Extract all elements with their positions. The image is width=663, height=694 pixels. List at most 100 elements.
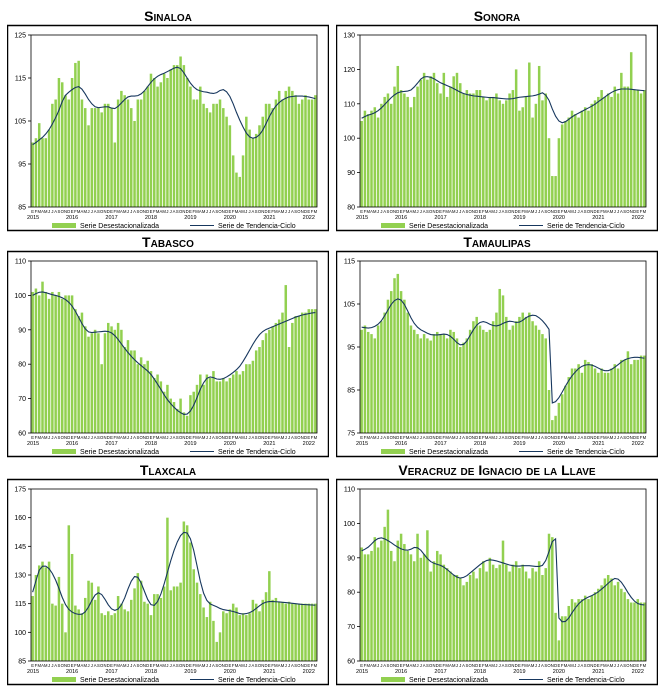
x-month-label: M bbox=[524, 435, 528, 440]
bar bbox=[70, 295, 74, 433]
x-month-label: M bbox=[564, 663, 568, 668]
x-month-label: F bbox=[521, 209, 524, 214]
bar bbox=[169, 69, 172, 208]
bar bbox=[403, 93, 406, 207]
plot-area-border bbox=[30, 260, 318, 434]
chart-panel-veracruz: Veracruz de Ignacio de la Llave 60 70 80 90… bbox=[336, 462, 658, 686]
bar bbox=[195, 384, 199, 433]
x-month-label: M bbox=[314, 209, 318, 214]
y-tick-label: 115 bbox=[15, 601, 26, 608]
x-month-label: M bbox=[83, 663, 87, 668]
x-month-label: M bbox=[491, 209, 495, 214]
x-month-label: A bbox=[81, 209, 84, 214]
x-year-label: 2015 bbox=[27, 441, 39, 447]
x-month-label: J bbox=[578, 435, 580, 440]
bar bbox=[287, 347, 291, 433]
bar bbox=[570, 368, 574, 433]
bar bbox=[462, 342, 465, 433]
y-tick-label: 70 bbox=[347, 624, 355, 631]
x-month-label: M bbox=[195, 435, 199, 440]
x-month-label: E bbox=[400, 663, 403, 668]
x-month-label: A bbox=[251, 663, 254, 668]
x-month-label: J bbox=[617, 663, 619, 668]
bar bbox=[54, 295, 57, 433]
bar bbox=[468, 575, 472, 661]
bar bbox=[366, 114, 370, 207]
bar bbox=[636, 599, 640, 661]
bar bbox=[373, 107, 377, 207]
x-month-label: O bbox=[390, 435, 394, 440]
x-month-label: N bbox=[472, 435, 475, 440]
x-month-label: O bbox=[626, 209, 630, 214]
x-year-label: 2017 bbox=[434, 441, 446, 447]
x-month-label: M bbox=[202, 209, 206, 214]
bar bbox=[264, 333, 268, 433]
bar bbox=[90, 108, 94, 207]
x-month-label: F bbox=[640, 209, 643, 214]
bar bbox=[551, 420, 554, 433]
x-month-label: J bbox=[48, 435, 50, 440]
bar bbox=[284, 603, 288, 661]
x-month-label: J bbox=[574, 663, 576, 668]
x-month-label: J bbox=[535, 435, 537, 440]
x-year-label: 2019 bbox=[513, 669, 525, 675]
x-month-label: N bbox=[222, 209, 225, 214]
bar bbox=[363, 110, 367, 207]
bar bbox=[149, 371, 153, 433]
bar bbox=[537, 65, 541, 208]
x-month-label: A bbox=[291, 209, 294, 214]
bar bbox=[271, 108, 274, 207]
x-month-label: F bbox=[35, 663, 38, 668]
bar bbox=[583, 359, 587, 433]
bar bbox=[389, 103, 393, 207]
bar bbox=[159, 597, 163, 661]
bar bbox=[485, 331, 488, 433]
bar bbox=[406, 312, 409, 433]
bar bbox=[218, 99, 222, 207]
chart-panel-tamaulipas: Tamaulipas 75 85 95 105 115 E F M A M J J A S O N D E F M A M… bbox=[336, 234, 658, 458]
x-month-label: M bbox=[241, 663, 245, 668]
x-month-label: F bbox=[482, 663, 485, 668]
bar bbox=[501, 540, 505, 661]
bar bbox=[370, 550, 373, 661]
x-month-label: O bbox=[179, 435, 183, 440]
bar bbox=[505, 564, 508, 661]
x-year-label: 2022 bbox=[632, 215, 644, 221]
x-month-label: S bbox=[255, 435, 258, 440]
bar bbox=[120, 90, 123, 207]
bar bbox=[139, 357, 143, 433]
bar bbox=[225, 613, 228, 661]
x-month-label: D bbox=[396, 209, 399, 214]
chart-frame bbox=[7, 250, 329, 458]
x-month-label: A bbox=[488, 435, 491, 440]
x-month-label: J bbox=[459, 209, 461, 214]
x-month-label: F bbox=[271, 435, 274, 440]
x-month-label: O bbox=[587, 663, 591, 668]
x-month-label: A bbox=[383, 663, 386, 668]
x-month-label: N bbox=[103, 663, 106, 668]
x-month-label: D bbox=[107, 209, 110, 214]
x-month-label: F bbox=[153, 435, 156, 440]
x-month-label: J bbox=[91, 663, 93, 668]
bar bbox=[606, 575, 610, 661]
x-month-label: D bbox=[436, 435, 439, 440]
x-month-label: M bbox=[44, 209, 48, 214]
x-month-label: M bbox=[643, 663, 647, 668]
bar bbox=[225, 116, 228, 207]
x-month-label: A bbox=[238, 435, 241, 440]
bar bbox=[74, 309, 77, 433]
bar bbox=[465, 90, 469, 207]
y-tick-label: 120 bbox=[343, 67, 355, 74]
bar bbox=[482, 561, 485, 661]
chart-frame bbox=[336, 250, 658, 458]
x-month-label: S bbox=[255, 663, 258, 668]
x-month-label: J bbox=[51, 435, 53, 440]
x-month-label: A bbox=[423, 209, 426, 214]
bar bbox=[616, 581, 620, 661]
bar bbox=[505, 316, 508, 433]
bar bbox=[139, 580, 143, 661]
x-month-label: S bbox=[387, 209, 390, 214]
x-month-label: M bbox=[116, 435, 120, 440]
x-month-label: D bbox=[633, 209, 636, 214]
x-month-label: J bbox=[127, 209, 129, 214]
